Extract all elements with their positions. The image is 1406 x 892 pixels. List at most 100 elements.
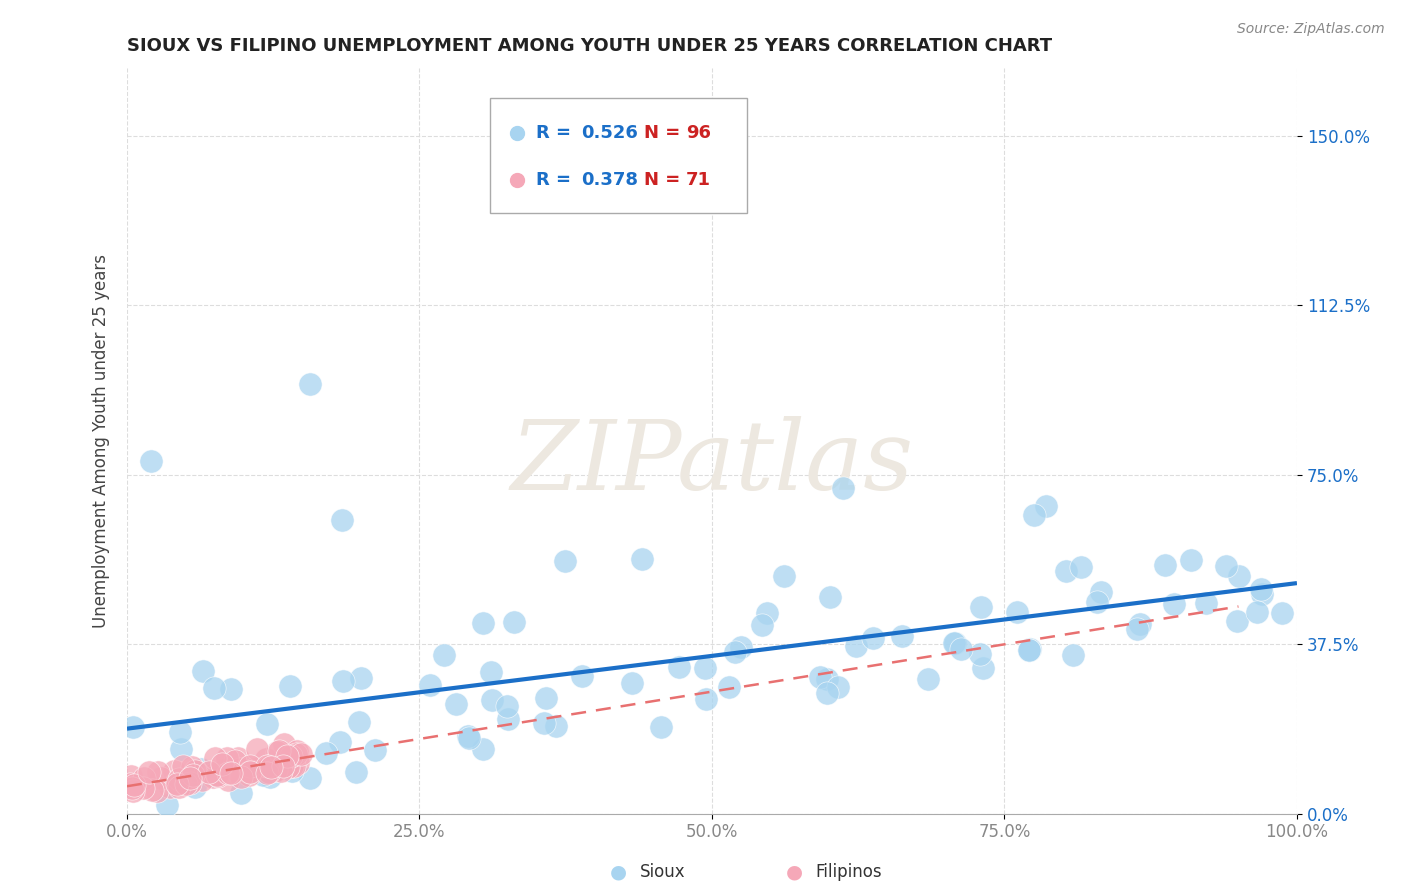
Point (219, 682, 242, 697)
Text: N =: N = (644, 124, 686, 142)
Point (571, 669, 593, 683)
Point (943, 636, 966, 650)
Point (190, 762, 212, 776)
Point (176, 777, 198, 791)
Point (204, 765, 226, 780)
Point (170, 742, 193, 756)
Point (231, 786, 253, 800)
Point (146, 764, 169, 779)
Point (1035, 500, 1057, 514)
Point (315, 746, 337, 760)
Point (252, 768, 274, 782)
Text: 96: 96 (686, 124, 711, 142)
Point (1062, 648, 1084, 662)
Point (724, 645, 747, 659)
Point (202, 770, 225, 784)
Point (827, 680, 849, 694)
Point (1022, 508, 1045, 522)
Point (364, 743, 387, 757)
Point (631, 552, 654, 566)
Point (815, 672, 838, 686)
Point (820, 590, 842, 604)
Point (815, 686, 838, 700)
Point (917, 673, 939, 687)
Point (278, 749, 301, 764)
Point (202, 681, 225, 696)
Point (181, 768, 204, 782)
Point (207, 769, 229, 783)
Point (1129, 617, 1152, 632)
Point (122, 720, 145, 734)
FancyBboxPatch shape (489, 98, 747, 213)
Point (544, 719, 567, 733)
Point (1163, 597, 1185, 611)
Point (239, 764, 262, 779)
Point (141, 783, 163, 797)
Point (273, 737, 295, 751)
Point (271, 759, 294, 773)
Point (205, 768, 228, 782)
Point (1194, 597, 1216, 611)
Point (211, 757, 233, 772)
Point (808, 670, 831, 684)
Point (256, 751, 278, 765)
Point (1018, 642, 1040, 657)
Point (1227, 569, 1250, 583)
Point (695, 691, 717, 706)
Point (197, 765, 219, 780)
Point (260, 760, 283, 774)
Point (179, 776, 201, 790)
Point (204, 751, 226, 765)
Point (972, 661, 994, 675)
Point (344, 764, 367, 779)
Point (162, 764, 184, 778)
Point (1226, 614, 1249, 628)
Text: ●: ● (786, 863, 803, 882)
Point (481, 692, 503, 706)
Point (479, 665, 502, 679)
Point (283, 759, 305, 773)
Text: 0.378: 0.378 (581, 170, 638, 189)
Point (1005, 605, 1028, 619)
Point (238, 768, 260, 782)
Text: R =: R = (537, 170, 578, 189)
Point (139, 454, 162, 468)
Point (298, 377, 321, 392)
Point (472, 615, 495, 630)
Point (167, 772, 190, 787)
Point (496, 699, 519, 714)
Point (266, 745, 288, 759)
Text: 0.526: 0.526 (581, 124, 638, 142)
Point (281, 759, 304, 773)
Point (118, 777, 141, 791)
Point (184, 764, 207, 778)
Point (862, 631, 884, 645)
Point (215, 750, 238, 764)
Point (238, 765, 260, 780)
Point (1215, 559, 1237, 574)
Point (285, 747, 308, 762)
Point (156, 797, 179, 812)
Point (693, 660, 716, 674)
Point (239, 759, 262, 773)
Point (503, 615, 526, 629)
Point (1070, 560, 1092, 574)
Text: Sioux: Sioux (640, 863, 685, 881)
Point (772, 568, 794, 582)
Point (138, 764, 160, 779)
Point (224, 755, 246, 769)
Point (668, 660, 690, 674)
Point (172, 758, 194, 772)
Point (280, 748, 302, 763)
Point (229, 762, 252, 776)
Point (751, 618, 773, 632)
Text: ZIPatlas: ZIPatlas (510, 417, 914, 510)
Point (496, 712, 519, 726)
Point (181, 760, 204, 774)
Point (150, 772, 173, 786)
Point (533, 716, 555, 731)
Text: Source: ZipAtlas.com: Source: ZipAtlas.com (1237, 22, 1385, 37)
Point (122, 778, 145, 792)
Point (1085, 595, 1108, 609)
Point (1090, 585, 1112, 599)
